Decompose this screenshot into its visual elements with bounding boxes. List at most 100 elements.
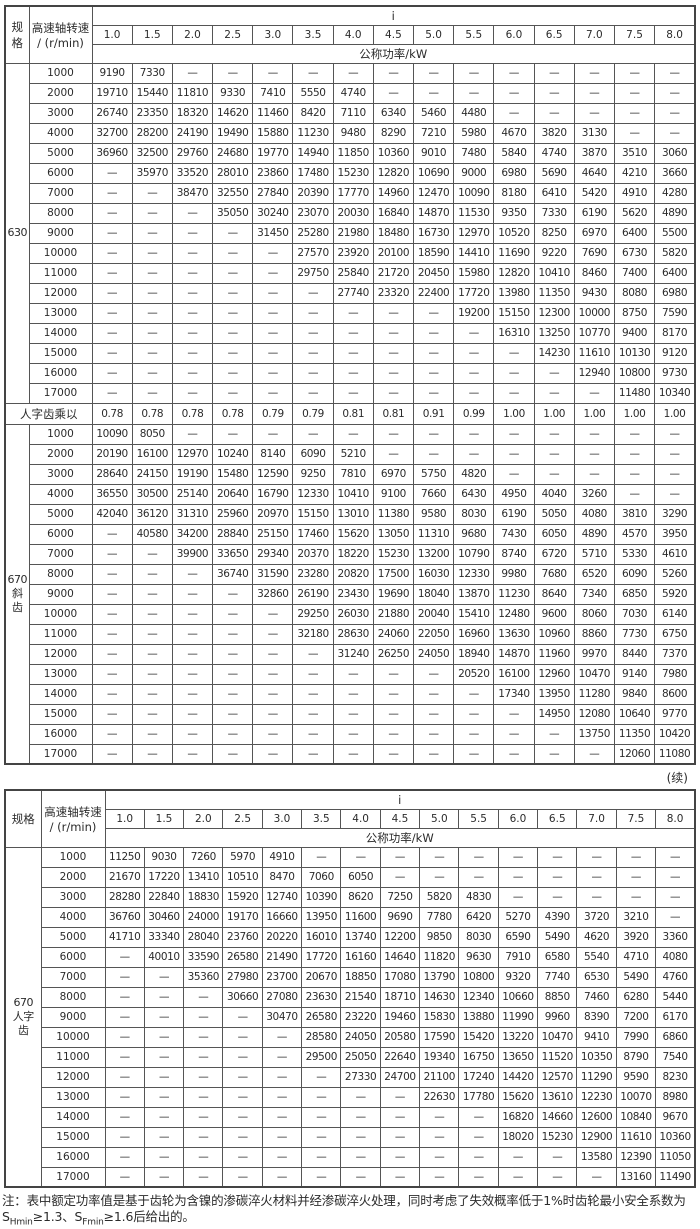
power-cell: — <box>332 302 374 324</box>
power-cell: — <box>222 1106 263 1128</box>
power-cell: 21980 <box>332 222 374 244</box>
power-cell: — <box>252 743 294 765</box>
power-cell: 10960 <box>533 623 575 645</box>
power-cell: — <box>458 1166 499 1188</box>
ratio-header: 1.5 <box>131 24 173 45</box>
power-cell: — <box>91 543 133 565</box>
power-cell: — <box>131 563 173 585</box>
power-cell: 10360 <box>655 1126 696 1148</box>
power-cell: — <box>91 683 133 705</box>
spec-label: 670 斜齿 <box>4 423 30 765</box>
power-cell: — <box>212 643 254 665</box>
power-cell: 12300 <box>533 302 575 324</box>
power-cell: 17240 <box>458 1066 499 1088</box>
power-cell: — <box>131 703 173 725</box>
power-cell: 10390 <box>301 886 342 908</box>
table-row: 9000— — — —30470 26580 23220 19460 15830 13880 11… <box>5 1006 696 1028</box>
power-cell: 26580 <box>222 946 263 968</box>
power-cell: — <box>573 743 615 765</box>
power-cell: — <box>537 886 578 908</box>
power-cell: 4740 <box>533 142 575 164</box>
table-row: 5000 41710 33340 28040 23760 20220 16010 13740 1… <box>5 926 696 948</box>
power-cell: 5820 <box>419 886 460 908</box>
power-cell: 15150 <box>292 503 334 525</box>
power-cell: 10410 <box>533 262 575 284</box>
note-text: ≥1.6后给出的。 <box>103 1209 195 1224</box>
power-cell: 16790 <box>252 483 294 505</box>
power-cell: 11690 <box>493 242 535 264</box>
power-cell: 8080 <box>613 282 656 304</box>
power-cell: 10790 <box>453 543 495 565</box>
power-cell: 13740 <box>340 926 381 948</box>
power-cell: — <box>453 743 495 765</box>
power-cell: — <box>171 202 214 224</box>
power-cell: — <box>497 846 539 868</box>
power-cell: — <box>292 743 334 765</box>
power-cell: 3060 <box>654 142 696 164</box>
note-subscript: Fmin <box>82 1217 104 1228</box>
power-cell: — <box>533 723 575 745</box>
power-cell: 8230 <box>655 1066 696 1088</box>
power-cell: 31310 <box>171 503 214 525</box>
table-body: 630 1000 9190 7330— — — — — — — — — — — — —2000 19710 154… <box>4 62 696 765</box>
power-cell: — <box>613 62 656 84</box>
power-cell: 10410 <box>332 483 374 505</box>
table-row: 5000 42040 36120 31310 25960 20970 15150 13010 1… <box>5 503 696 525</box>
power-cell: 9120 <box>654 342 696 364</box>
power-cell: 9140 <box>613 663 656 685</box>
ratio-header: 7.5 <box>613 24 656 45</box>
power-cell: 7330 <box>533 202 575 224</box>
power-cell: 13250 <box>533 322 575 344</box>
power-cell: — <box>91 242 133 264</box>
power-cell: 16820 <box>497 1106 539 1128</box>
power-cell: — <box>91 162 133 184</box>
power-cell: 10360 <box>372 142 415 164</box>
speed-cell: 15000 <box>28 703 93 725</box>
power-cell: — <box>372 62 415 84</box>
power-cell: — <box>131 663 173 685</box>
power-cell: 5690 <box>533 162 575 184</box>
power-cell: — <box>91 182 133 204</box>
power-cell: — <box>171 262 214 284</box>
power-cell: 6190 <box>493 503 535 525</box>
power-cell: — <box>497 1146 539 1168</box>
power-cell: — <box>212 242 254 264</box>
power-cell: — <box>654 62 696 84</box>
power-cell: — <box>419 1126 460 1148</box>
power-cell: 15880 <box>252 122 294 144</box>
power-cell: 10340 <box>654 382 696 404</box>
power-cell: 10470 <box>537 1026 578 1048</box>
power-cell: 42040 <box>91 503 133 525</box>
power-cell: 7200 <box>615 1006 657 1028</box>
power-cell: 18710 <box>379 986 421 1008</box>
power-cell: 20040 <box>412 603 455 625</box>
power-cell: — <box>292 302 334 324</box>
power-cell: — <box>372 342 415 364</box>
power-cell: 5540 <box>576 946 617 968</box>
factor-label: 人字齿乘以 <box>4 402 93 425</box>
power-cell: — <box>372 362 415 384</box>
power-cell: — <box>222 1166 263 1188</box>
power-cell: 7690 <box>573 242 615 264</box>
power-cell: 9580 <box>412 503 455 525</box>
power-cell: — <box>453 362 495 384</box>
table-row: 11000— — — — —29500 25050 22640 19340 16750 13650… <box>5 1046 696 1068</box>
power-cell: 8850 <box>537 986 578 1008</box>
power-cell: 3130 <box>573 122 615 144</box>
power-cell: 8640 <box>533 583 575 605</box>
power-cell: — <box>171 62 214 84</box>
power-cell: 8790 <box>615 1046 657 1068</box>
table-row: 6000—40580 34200 28840 25150 17460 15620 13050… <box>5 523 696 545</box>
power-cell: — <box>222 1006 263 1028</box>
power-cell: — <box>533 82 575 104</box>
power-cell: 9430 <box>573 282 615 304</box>
power-cell: — <box>212 342 254 364</box>
table-row: 2000 19710 15440 11810 9330 7410 5550 4740— — — — —… <box>5 82 696 104</box>
power-cell: 7910 <box>497 946 539 968</box>
power-cell: — <box>171 342 214 364</box>
power-cell: 4080 <box>573 503 615 525</box>
table-row: 16000— — — — — — — — — — — —13580 12390 11050 <box>5 1146 696 1168</box>
power-cell: — <box>533 102 575 124</box>
power-cell: — <box>171 242 214 264</box>
